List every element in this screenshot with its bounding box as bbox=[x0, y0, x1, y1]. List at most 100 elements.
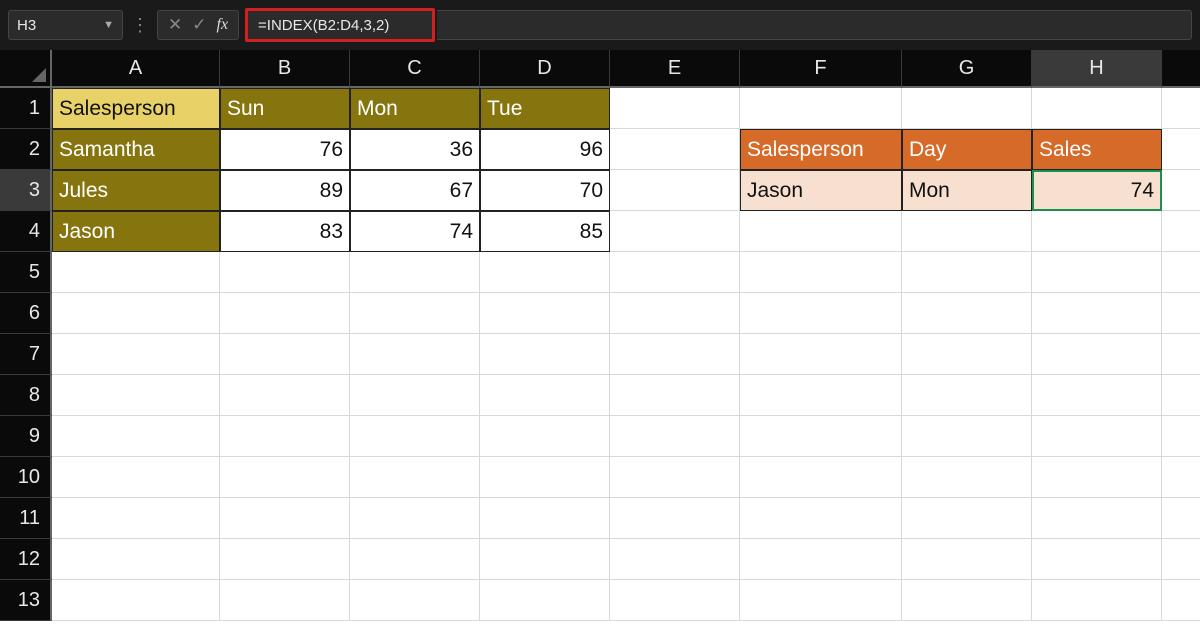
cell-I4[interactable] bbox=[1162, 211, 1200, 252]
cell-A13[interactable] bbox=[52, 580, 220, 621]
cell-I9[interactable] bbox=[1162, 416, 1200, 457]
cell-G13[interactable] bbox=[902, 580, 1032, 621]
cell-D12[interactable] bbox=[480, 539, 610, 580]
col-header-F[interactable]: F bbox=[740, 50, 902, 88]
cell-G10[interactable] bbox=[902, 457, 1032, 498]
formula-input-extend[interactable] bbox=[437, 10, 1192, 40]
cell-F6[interactable] bbox=[740, 293, 902, 334]
row-header-5[interactable]: 5 bbox=[0, 252, 52, 293]
col-header-E[interactable]: E bbox=[610, 50, 740, 88]
cell-G7[interactable] bbox=[902, 334, 1032, 375]
formula-input[interactable]: =INDEX(B2:D4,3,2) bbox=[245, 8, 435, 42]
cell-A6[interactable] bbox=[52, 293, 220, 334]
cell-B1[interactable]: Sun bbox=[220, 88, 350, 129]
cell-G5[interactable] bbox=[902, 252, 1032, 293]
cell-B11[interactable] bbox=[220, 498, 350, 539]
cell-D11[interactable] bbox=[480, 498, 610, 539]
cell-E3[interactable] bbox=[610, 170, 740, 211]
cell-F10[interactable] bbox=[740, 457, 902, 498]
cell-E12[interactable] bbox=[610, 539, 740, 580]
cell-C6[interactable] bbox=[350, 293, 480, 334]
cell-H6[interactable] bbox=[1032, 293, 1162, 334]
cell-E4[interactable] bbox=[610, 211, 740, 252]
cell-I6[interactable] bbox=[1162, 293, 1200, 334]
cell-I2[interactable] bbox=[1162, 129, 1200, 170]
cell-C12[interactable] bbox=[350, 539, 480, 580]
cell-G1[interactable] bbox=[902, 88, 1032, 129]
cell-A12[interactable] bbox=[52, 539, 220, 580]
cell-D13[interactable] bbox=[480, 580, 610, 621]
cell-E1[interactable] bbox=[610, 88, 740, 129]
cell-B8[interactable] bbox=[220, 375, 350, 416]
cell-E6[interactable] bbox=[610, 293, 740, 334]
row-header-13[interactable]: 13 bbox=[0, 580, 52, 621]
cell-D8[interactable] bbox=[480, 375, 610, 416]
cell-H9[interactable] bbox=[1032, 416, 1162, 457]
cell-I10[interactable] bbox=[1162, 457, 1200, 498]
cell-H3-active[interactable]: 74 bbox=[1032, 170, 1162, 211]
cell-H5[interactable] bbox=[1032, 252, 1162, 293]
select-all-corner[interactable] bbox=[0, 50, 52, 88]
cell-D7[interactable] bbox=[480, 334, 610, 375]
cell-C5[interactable] bbox=[350, 252, 480, 293]
col-header-B[interactable]: B bbox=[220, 50, 350, 88]
col-header-G[interactable]: G bbox=[902, 50, 1032, 88]
cell-A7[interactable] bbox=[52, 334, 220, 375]
row-header-12[interactable]: 12 bbox=[0, 539, 52, 580]
cell-B6[interactable] bbox=[220, 293, 350, 334]
row-header-7[interactable]: 7 bbox=[0, 334, 52, 375]
col-header-A[interactable]: A bbox=[52, 50, 220, 88]
cell-G8[interactable] bbox=[902, 375, 1032, 416]
cell-A4[interactable]: Jason bbox=[52, 211, 220, 252]
row-header-4[interactable]: 4 bbox=[0, 211, 52, 252]
cell-E2[interactable] bbox=[610, 129, 740, 170]
cell-D2[interactable]: 96 bbox=[480, 129, 610, 170]
cell-F3[interactable]: Jason bbox=[740, 170, 902, 211]
cell-D10[interactable] bbox=[480, 457, 610, 498]
cell-B5[interactable] bbox=[220, 252, 350, 293]
cell-B2[interactable]: 76 bbox=[220, 129, 350, 170]
row-header-11[interactable]: 11 bbox=[0, 498, 52, 539]
fx-icon[interactable]: fx bbox=[217, 16, 229, 34]
cell-D3[interactable]: 70 bbox=[480, 170, 610, 211]
row-header-9[interactable]: 9 bbox=[0, 416, 52, 457]
row-header-10[interactable]: 10 bbox=[0, 457, 52, 498]
cell-D1[interactable]: Tue bbox=[480, 88, 610, 129]
cell-F5[interactable] bbox=[740, 252, 902, 293]
cell-C11[interactable] bbox=[350, 498, 480, 539]
cell-A5[interactable] bbox=[52, 252, 220, 293]
cell-D4[interactable]: 85 bbox=[480, 211, 610, 252]
cell-E13[interactable] bbox=[610, 580, 740, 621]
cell-C7[interactable] bbox=[350, 334, 480, 375]
cell-A10[interactable] bbox=[52, 457, 220, 498]
cell-C8[interactable] bbox=[350, 375, 480, 416]
cell-C9[interactable] bbox=[350, 416, 480, 457]
cell-H1[interactable] bbox=[1032, 88, 1162, 129]
cell-G4[interactable] bbox=[902, 211, 1032, 252]
cell-A3[interactable]: Jules bbox=[52, 170, 220, 211]
cell-H7[interactable] bbox=[1032, 334, 1162, 375]
cell-D9[interactable] bbox=[480, 416, 610, 457]
col-header-C[interactable]: C bbox=[350, 50, 480, 88]
cell-B13[interactable] bbox=[220, 580, 350, 621]
cell-F4[interactable] bbox=[740, 211, 902, 252]
cell-F2[interactable]: Salesperson bbox=[740, 129, 902, 170]
cell-F7[interactable] bbox=[740, 334, 902, 375]
cell-F9[interactable] bbox=[740, 416, 902, 457]
cell-E10[interactable] bbox=[610, 457, 740, 498]
cell-A11[interactable] bbox=[52, 498, 220, 539]
cell-I3[interactable] bbox=[1162, 170, 1200, 211]
row-header-1[interactable]: 1 bbox=[0, 88, 52, 129]
cell-F1[interactable] bbox=[740, 88, 902, 129]
cell-A2[interactable]: Samantha bbox=[52, 129, 220, 170]
cell-B7[interactable] bbox=[220, 334, 350, 375]
cell-C3[interactable]: 67 bbox=[350, 170, 480, 211]
cell-E11[interactable] bbox=[610, 498, 740, 539]
name-box[interactable]: H3 ▼ bbox=[8, 10, 123, 40]
cell-B12[interactable] bbox=[220, 539, 350, 580]
cell-G2[interactable]: Day bbox=[902, 129, 1032, 170]
cell-I11[interactable] bbox=[1162, 498, 1200, 539]
cell-B4[interactable]: 83 bbox=[220, 211, 350, 252]
cell-C2[interactable]: 36 bbox=[350, 129, 480, 170]
cell-F13[interactable] bbox=[740, 580, 902, 621]
